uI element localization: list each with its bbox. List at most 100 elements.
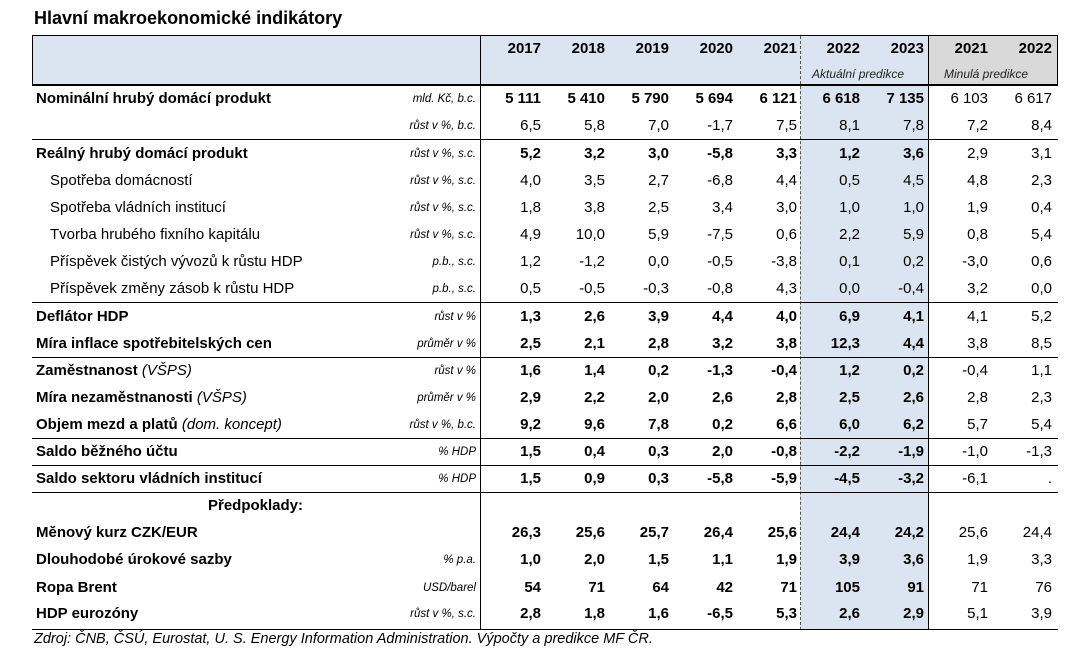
table-cell: 2,6: [839, 605, 860, 622]
table-cell: 1,3: [520, 308, 541, 325]
row-label: Zaměstnanost (VŠPS): [36, 358, 192, 384]
table-cell: -3,0: [962, 253, 988, 270]
row-label-text: Nominální hrubý domácí produkt: [36, 90, 272, 107]
table-cell: 2,8: [967, 389, 988, 406]
table-cell: 24,2: [894, 524, 924, 541]
table-cell: 91: [907, 579, 924, 596]
table-cell: 76: [1035, 579, 1052, 596]
table-row: HDP eurozóny růst v %, s.c. 2,8 1,8 1,6 -6,5 5…: [32, 601, 1058, 627]
table-row: Nominální hrubý domácí produkt mld. Kč, b…: [32, 86, 1058, 112]
table-row: Saldo sektoru vládních institucí % HDP 1,5…: [32, 466, 1058, 492]
row-label-text: Saldo sektoru vládních institucí: [36, 470, 262, 487]
table-cell: 2,8: [648, 335, 669, 352]
group-rule-1: [32, 302, 1058, 303]
table-row: Příspěvek čistých vývozů k růstu HDP p.b.…: [32, 249, 1058, 275]
table-cell: 6,5: [520, 117, 541, 134]
table-cell: 4,5: [903, 172, 924, 189]
table-cell: 3,5: [584, 172, 605, 189]
table-cell: -5,8: [707, 145, 733, 162]
table-cell: 7,8: [648, 416, 669, 433]
row-label: Míra inflace spotřebitelských cen: [36, 331, 272, 357]
table-cell: 1,6: [520, 362, 541, 379]
table-cell: 3,2: [712, 335, 733, 352]
table-cell: 12,3: [830, 335, 860, 352]
row-unit: růst v %, s.c.: [410, 608, 476, 620]
header-band: [32, 36, 1058, 84]
table-cell: 2,1: [584, 335, 605, 352]
row-unit: růst v %, b.c.: [409, 120, 476, 132]
table-row: Ropa Brent USD/barel 54 71 64 42 71 105 91 71 76: [32, 575, 1058, 601]
table-cell: -0,4: [898, 280, 924, 297]
table-cell: -1,2: [579, 253, 605, 270]
table-cell: 8,1: [839, 117, 860, 134]
table-cell: 1,8: [520, 199, 541, 216]
table-cell: -7,5: [707, 226, 733, 243]
row-label: Reálný hrubý domácí produkt: [36, 141, 248, 167]
table-cell: 1,5: [520, 470, 541, 487]
table-cell: 0,6: [776, 226, 797, 243]
row-label-text: Saldo běžného účtu: [36, 443, 178, 460]
row-unit: růst v %, s.c.: [410, 148, 476, 160]
row-unit: % p.a.: [443, 554, 476, 566]
table-cell: 1,1: [712, 551, 733, 568]
table-cell: 0,5: [839, 172, 860, 189]
row-label: Spotřeba vládních institucí: [36, 195, 226, 221]
row-label: HDP eurozóny: [36, 601, 138, 627]
table-cell: -1,3: [1026, 443, 1052, 460]
table-cell: -3,2: [898, 470, 924, 487]
table-cell: 4,1: [967, 308, 988, 325]
table-cell: 5 790: [631, 90, 669, 107]
row-label-text: HDP eurozóny: [36, 605, 139, 622]
table-cell: 2,9: [967, 145, 988, 162]
row-label: Měnový kurz CZK/EUR: [36, 520, 198, 546]
table-cell: 5,2: [520, 145, 541, 162]
table-cell: 7,8: [903, 117, 924, 134]
table-cell: 6 121: [759, 90, 797, 107]
column-header-4: 2021: [763, 40, 797, 57]
row-label: Míra nezaměstnanosti (VŠPS): [36, 385, 247, 411]
table-cell: 1,8: [584, 605, 605, 622]
table-cell: 1,9: [967, 199, 988, 216]
table-cell: 4,4: [903, 335, 924, 352]
table-cell: 6 103: [950, 90, 988, 107]
table-cell: 6,2: [903, 416, 924, 433]
table-cell: 64: [652, 579, 669, 596]
row-unit: růst v %: [434, 365, 476, 377]
row-label-text: Deflátor HDP: [36, 308, 129, 325]
table-cell: 2,0: [712, 443, 733, 460]
row-label-note: (VŠPS): [137, 362, 192, 379]
header-rule: [32, 84, 1058, 86]
previous-forecast-label: Minulá predikce: [944, 67, 1029, 81]
table-row: Předpoklady:: [32, 493, 1058, 519]
table-row: Měnový kurz CZK/EUR 26,3 25,6 25,7 26,4 25,6 2…: [32, 520, 1058, 546]
table-cell: 71: [780, 579, 797, 596]
table-cell: 3,3: [776, 145, 797, 162]
table-cell: 5 111: [505, 90, 541, 107]
table-cell: 5,9: [903, 226, 924, 243]
actual-forecast-label: Aktuální predikce: [812, 67, 905, 81]
table-row: Tvorba hrubého fixního kapitálu růst v %,…: [32, 222, 1058, 248]
table-cell: 3,2: [584, 145, 605, 162]
column-header-2: 2019: [635, 40, 669, 57]
row-unit: růst v %, s.c.: [410, 229, 476, 241]
row-label-text: Míra nezaměstnanosti: [36, 389, 193, 406]
table-cell: 2,9: [903, 605, 924, 622]
table-cell: 1,5: [520, 443, 541, 460]
table-cell: 2,0: [648, 389, 669, 406]
table-cell: -1,3: [707, 362, 733, 379]
table-cell: 5,1: [967, 605, 988, 622]
row-label: Ropa Brent: [36, 575, 117, 601]
row-label: Příspěvek čistých vývozů k růstu HDP: [36, 249, 303, 275]
table-cell: 8,5: [1031, 335, 1052, 352]
row-label-text: Ropa Brent: [36, 579, 117, 596]
row-label-text: Spotřeba vládních institucí: [50, 199, 226, 216]
table-cell: 5 410: [567, 90, 605, 107]
row-unit: růst v %: [434, 311, 476, 323]
table-cell: 8,4: [1031, 117, 1052, 134]
row-label-text: Objem mezd a platů: [36, 416, 178, 433]
table-cell: 4,4: [712, 308, 733, 325]
table-cell: -5,9: [771, 470, 797, 487]
table-cell: 5 694: [695, 90, 733, 107]
table-cell: 25,6: [958, 524, 988, 541]
row-label: Objem mezd a platů (dom. koncept): [36, 412, 282, 438]
